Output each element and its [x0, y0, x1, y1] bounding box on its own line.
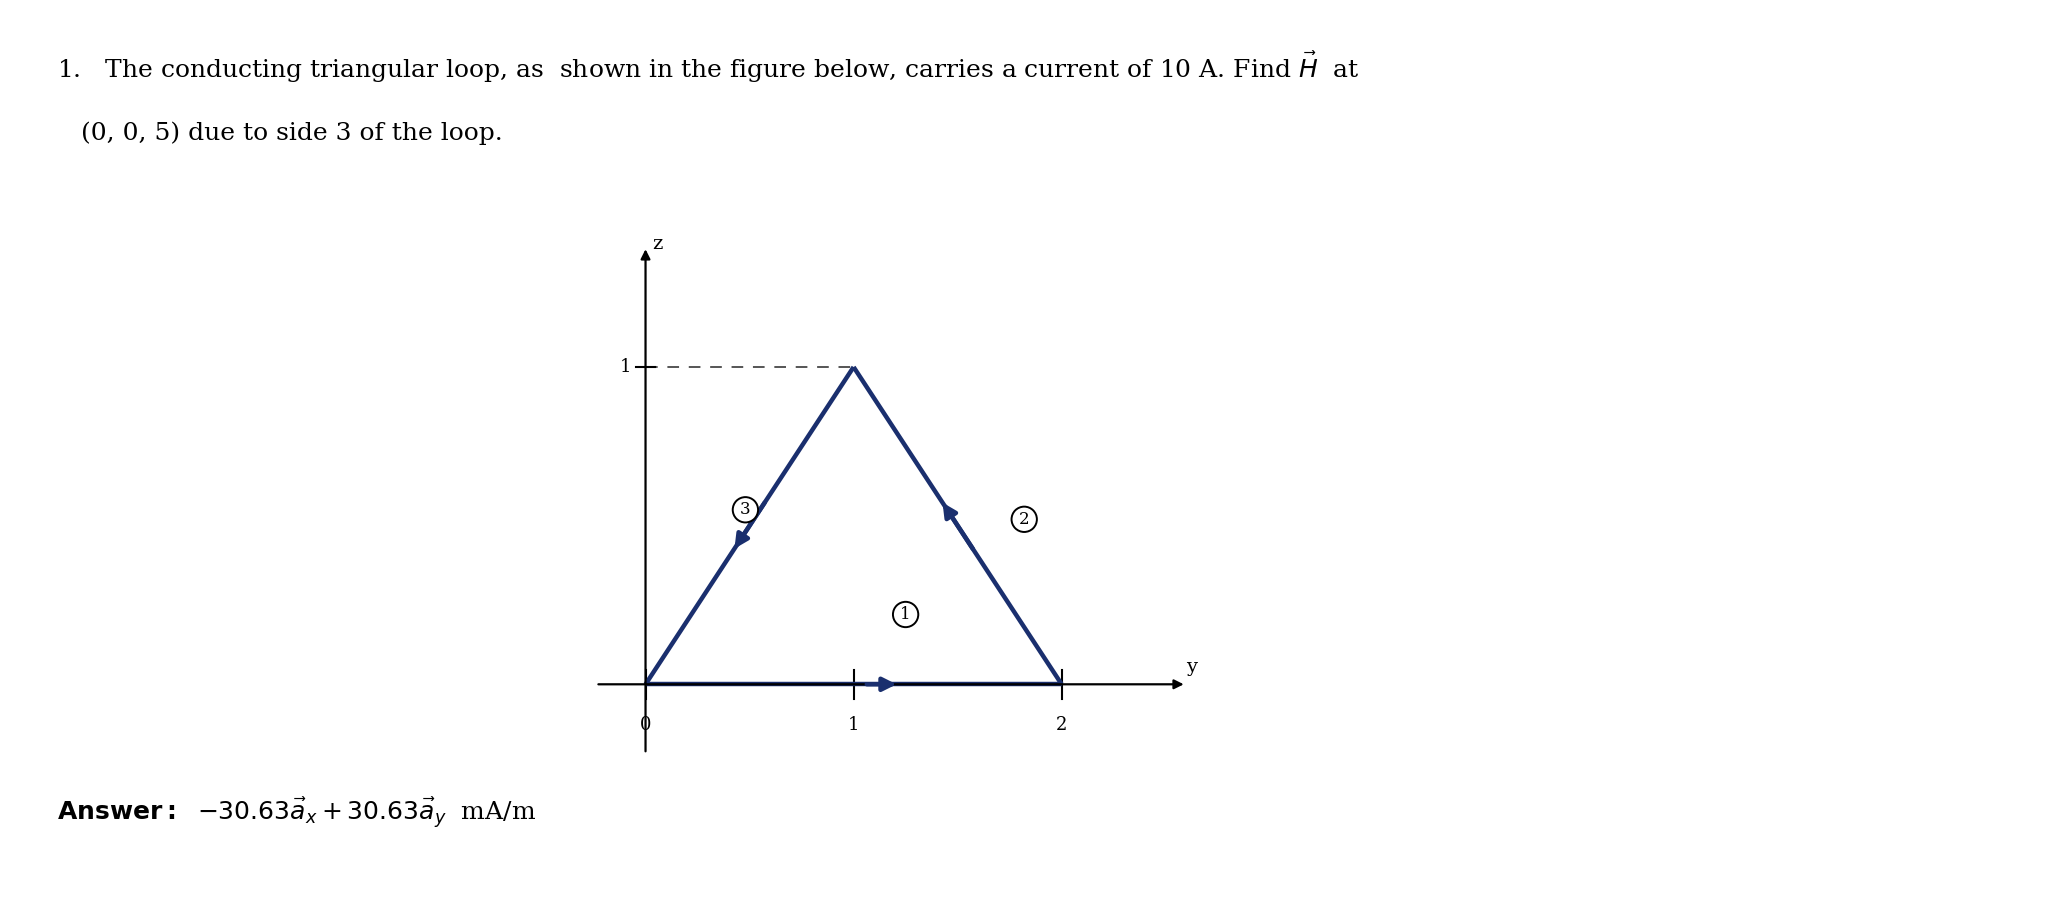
Text: 2: 2	[1056, 716, 1068, 734]
Text: 3: 3	[741, 502, 751, 519]
Text: 1: 1	[620, 358, 630, 376]
Text: $\mathbf{Answer:}$  $-30.63\vec{a}_x +30.63\vec{a}_y$  mA/m: $\mathbf{Answer:}$ $-30.63\vec{a}_x +30.…	[57, 796, 536, 831]
Text: 1: 1	[847, 716, 859, 734]
Text: 1: 1	[900, 606, 910, 623]
Text: z: z	[653, 235, 663, 253]
Text: 2: 2	[1019, 511, 1029, 528]
Text: (0, 0, 5) due to side 3 of the loop.: (0, 0, 5) due to side 3 of the loop.	[57, 121, 503, 145]
Text: 1.   The conducting triangular loop, as  shown in the figure below, carries a cu: 1. The conducting triangular loop, as sh…	[57, 49, 1361, 85]
Text: 0: 0	[640, 716, 651, 734]
Text: y: y	[1187, 658, 1197, 676]
